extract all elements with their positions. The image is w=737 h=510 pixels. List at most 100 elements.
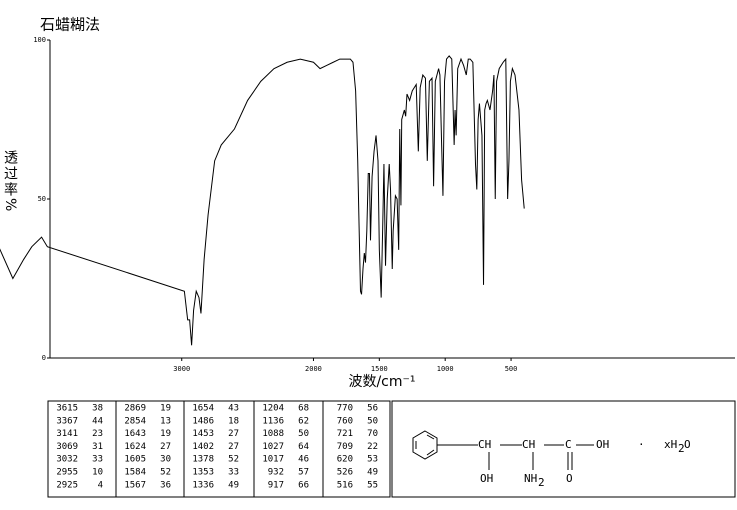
transmittance-cell: 27: [160, 442, 171, 452]
transmittance-cell: 57: [298, 468, 309, 478]
wavenumber-cell: 1136: [262, 416, 284, 426]
group: CH: [522, 438, 535, 451]
transmittance-cell: 36: [160, 480, 171, 490]
transmittance-cell: 52: [160, 468, 171, 478]
wavenumber-cell: 709: [337, 442, 353, 452]
wavenumber-cell: 2854: [124, 416, 146, 426]
x-tick-label: 3000: [173, 365, 190, 373]
transmittance-cell: 66: [298, 480, 309, 490]
wavenumber-cell: 1017: [262, 455, 284, 465]
transmittance-cell: 53: [367, 455, 378, 465]
wavenumber-cell: 1654: [192, 404, 214, 414]
transmittance-cell: 27: [228, 442, 239, 452]
wavenumber-cell: 1624: [124, 442, 146, 452]
group: OH: [596, 438, 609, 451]
transmittance-cell: 31: [92, 442, 103, 452]
x-tick-label: 1500: [371, 365, 388, 373]
wavenumber-cell: 721: [337, 429, 353, 439]
transmittance-cell: 64: [298, 442, 309, 452]
wavenumber-cell: 2925: [56, 480, 78, 490]
y-tick-label: 100: [33, 36, 46, 44]
y-tick-label: 50: [38, 195, 46, 203]
transmittance-cell: 52: [228, 455, 239, 465]
carbonyl: O: [566, 472, 573, 485]
wavenumber-cell: 620: [337, 455, 353, 465]
benzene-ring: [412, 430, 438, 460]
transmittance-cell: 4: [98, 480, 103, 490]
x-tick-label: 500: [505, 365, 518, 373]
structure: CH CH C OH · xH 2 O OH NH 2 O: [412, 430, 691, 489]
spectrum-line: [0, 55, 525, 346]
transmittance-cell: 44: [92, 416, 103, 426]
structure-frame: [391, 400, 736, 498]
transmittance-cell: 49: [228, 480, 239, 490]
transmittance-cell: 50: [298, 429, 309, 439]
wavenumber-cell: 1088: [262, 429, 284, 439]
wavenumber-cell: 760: [337, 416, 353, 426]
wavenumber-cell: 1027: [262, 442, 284, 452]
amino-sub: 2: [538, 476, 545, 489]
transmittance-cell: 62: [298, 416, 309, 426]
wavenumber-cell: 1605: [124, 455, 146, 465]
wavenumber-cell: 1486: [192, 416, 214, 426]
chart-title: 石蜡糊法: [40, 16, 100, 34]
transmittance-cell: 55: [367, 480, 378, 490]
wavenumber-cell: 1567: [124, 480, 146, 490]
x-tick-label: 1000: [437, 365, 454, 373]
wavenumber-cell: 932: [268, 468, 284, 478]
wavenumber-cell: 2869: [124, 404, 146, 414]
wavenumber-cell: 3367: [56, 416, 78, 426]
wavenumber-cell: 1402: [192, 442, 214, 452]
wavenumber-cell: 526: [337, 468, 353, 478]
hydrate-sub: 2: [678, 442, 685, 455]
bond: [426, 449, 435, 456]
transmittance-cell: 10: [92, 468, 103, 478]
wavenumber-cell: 1353: [192, 468, 214, 478]
transmittance-cell: 30: [160, 455, 171, 465]
transmittance-cell: 23: [92, 429, 103, 439]
x-axis-label: 波数/cm⁻¹: [348, 374, 415, 390]
wavenumber-cell: 770: [337, 404, 353, 414]
x-tick-label: 2000: [305, 365, 322, 373]
transmittance-cell: 46: [298, 455, 309, 465]
y-axis-label: 透过率%: [2, 150, 18, 213]
wavenumber-cell: 1204: [262, 404, 284, 414]
transmittance-cell: 68: [298, 404, 309, 414]
wavenumber-cell: 1336: [192, 480, 214, 490]
transmittance-cell: 70: [367, 429, 378, 439]
transmittance-cell: 33: [228, 468, 239, 478]
table-frame: [47, 400, 391, 498]
wavenumber-cell: 1584: [124, 468, 146, 478]
wavenumber-cell: 3032: [56, 455, 78, 465]
transmittance-cell: 18: [228, 416, 239, 426]
transmittance-cell: 56: [367, 404, 378, 414]
wavenumber-cell: 2955: [56, 468, 78, 478]
transmittance-cell: 22: [367, 442, 378, 452]
hydroxyl: OH: [480, 472, 493, 485]
dot: ·: [638, 438, 645, 451]
transmittance-cell: 13: [160, 416, 171, 426]
wavenumber-cell: 516: [337, 480, 353, 490]
transmittance-cell: 27: [228, 429, 239, 439]
transmittance-cell: 33: [92, 455, 103, 465]
wavenumber-cell: 3615: [56, 404, 78, 414]
group: C: [565, 438, 572, 451]
hydrate-end: O: [684, 438, 691, 451]
y-tick-label: 0: [42, 354, 46, 362]
hydrate: xH: [664, 438, 677, 451]
wavenumber-cell: 1453: [192, 429, 214, 439]
transmittance-cell: 38: [92, 404, 103, 414]
transmittance-cell: 19: [160, 404, 171, 414]
wavenumber-cell: 917: [268, 480, 284, 490]
wavenumber-cell: 1378: [192, 455, 214, 465]
wavenumber-cell: 1643: [124, 429, 146, 439]
wavenumber-cell: 3069: [56, 442, 78, 452]
amino: NH: [524, 472, 537, 485]
group: CH: [478, 438, 491, 451]
bond: [426, 434, 435, 440]
transmittance-cell: 49: [367, 468, 378, 478]
transmittance-cell: 43: [228, 404, 239, 414]
transmittance-cell: 19: [160, 429, 171, 439]
wavenumber-cell: 3141: [56, 429, 78, 439]
